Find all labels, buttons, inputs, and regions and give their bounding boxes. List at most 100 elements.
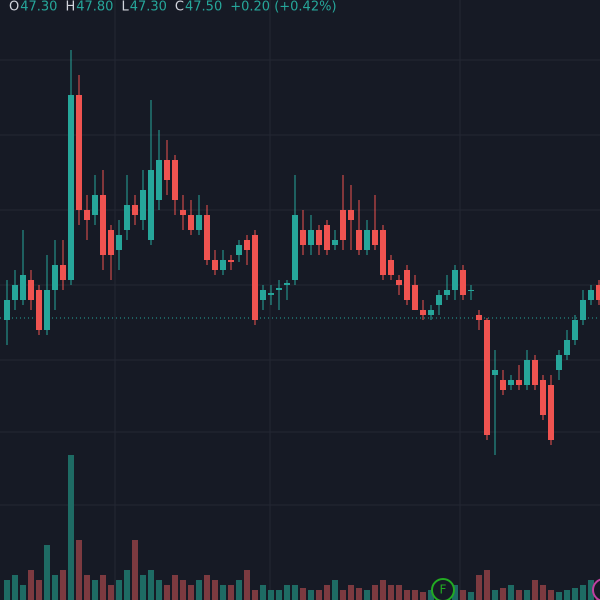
candle-body — [428, 310, 434, 315]
volume-bar — [268, 590, 274, 600]
candle-body — [324, 225, 330, 250]
volume-bar — [220, 585, 226, 600]
candle-body — [492, 370, 498, 375]
candle-body — [204, 215, 210, 260]
volume-bar — [140, 575, 146, 600]
volume-bar — [420, 592, 426, 600]
candle-body — [444, 290, 450, 295]
candle-body — [596, 285, 600, 300]
volume-bar — [332, 580, 338, 600]
candle-body — [100, 195, 106, 255]
candle-body — [364, 230, 370, 250]
volume-bar — [68, 455, 74, 600]
candle-body — [268, 293, 274, 295]
legend: O 47.30 H 47.80 L 47.30 C 47.50 +0.20 (+0.42%) — [9, 0, 337, 15]
volume-bar — [60, 570, 66, 600]
volume-bar — [476, 575, 482, 600]
candle-body — [468, 290, 474, 291]
candle-body — [316, 230, 322, 245]
volume-bar — [508, 585, 514, 600]
candle-body — [476, 315, 482, 320]
volume-bar — [524, 590, 530, 600]
volume-bar — [500, 588, 506, 600]
volume-bar — [540, 585, 546, 600]
candle-body — [412, 285, 418, 310]
candle-body — [4, 300, 10, 320]
candle-body — [188, 215, 194, 230]
volume-bar — [196, 580, 202, 600]
volume-bar — [340, 590, 346, 600]
volume-bar — [412, 590, 418, 600]
candle-body — [236, 245, 242, 255]
event-label: F — [440, 583, 447, 597]
volume-bar — [356, 588, 362, 600]
volume-bar — [308, 590, 314, 600]
candle-body — [252, 235, 258, 320]
candle-body — [380, 230, 386, 275]
volume-bar — [564, 590, 570, 600]
candle-body — [484, 320, 490, 435]
candle-body — [44, 290, 50, 330]
candle-body — [460, 270, 466, 295]
volume-bar — [252, 590, 258, 600]
volume-bar — [372, 585, 378, 600]
volume-bar — [348, 585, 354, 600]
volume-bar — [572, 588, 578, 600]
candle-body — [12, 285, 18, 300]
volume-bar — [84, 575, 90, 600]
candle-body — [140, 190, 146, 220]
volume-bar — [548, 590, 554, 600]
legend-label: O — [9, 0, 19, 15]
legend-value: 47.80 — [76, 0, 113, 15]
volume-bar — [364, 590, 370, 600]
candle-body — [588, 290, 594, 300]
candle-body — [508, 380, 514, 385]
volume-bar — [228, 585, 234, 600]
candle-body — [84, 210, 90, 220]
volume-bar — [532, 580, 538, 600]
volume-bar — [116, 580, 122, 600]
volume-bar — [324, 585, 330, 600]
volume-bar — [404, 590, 410, 600]
candle-body — [28, 280, 34, 300]
candle-body — [564, 340, 570, 355]
volume-bar — [460, 590, 466, 600]
event-marker: F — [431, 578, 600, 600]
legend-value: 47.30 — [20, 0, 57, 15]
volume-bar — [44, 545, 50, 600]
candle-body — [572, 320, 578, 340]
volume-layer — [4, 455, 600, 600]
candle-body — [548, 385, 554, 440]
volume-bar — [180, 580, 186, 600]
legend-label: H — [65, 0, 75, 15]
volume-bar — [316, 590, 322, 600]
candle-body — [164, 160, 170, 180]
candle-body — [156, 160, 162, 200]
volume-bar — [292, 585, 298, 600]
volume-bar — [156, 580, 162, 600]
candle-body — [284, 283, 290, 285]
candle-body — [420, 310, 426, 315]
volume-bar — [132, 540, 138, 600]
candle-body — [212, 260, 218, 270]
volume-bar — [108, 585, 114, 600]
candle-body — [452, 270, 458, 290]
volume-bar — [4, 580, 10, 600]
volume-bar — [260, 585, 266, 600]
candle-body — [180, 210, 186, 215]
candle-body — [356, 230, 362, 250]
volume-bar — [212, 580, 218, 600]
candle-body — [332, 240, 338, 245]
candle-body — [92, 195, 98, 215]
volume-bar — [388, 585, 394, 600]
candle-body — [532, 360, 538, 385]
volume-bar — [236, 580, 242, 600]
candle-body — [228, 260, 234, 262]
legend-label: C — [175, 0, 184, 15]
candle-body — [196, 215, 202, 230]
volume-bar — [164, 585, 170, 600]
candle-body — [20, 275, 26, 300]
volume-bar — [100, 575, 106, 600]
candle-body — [404, 270, 410, 300]
